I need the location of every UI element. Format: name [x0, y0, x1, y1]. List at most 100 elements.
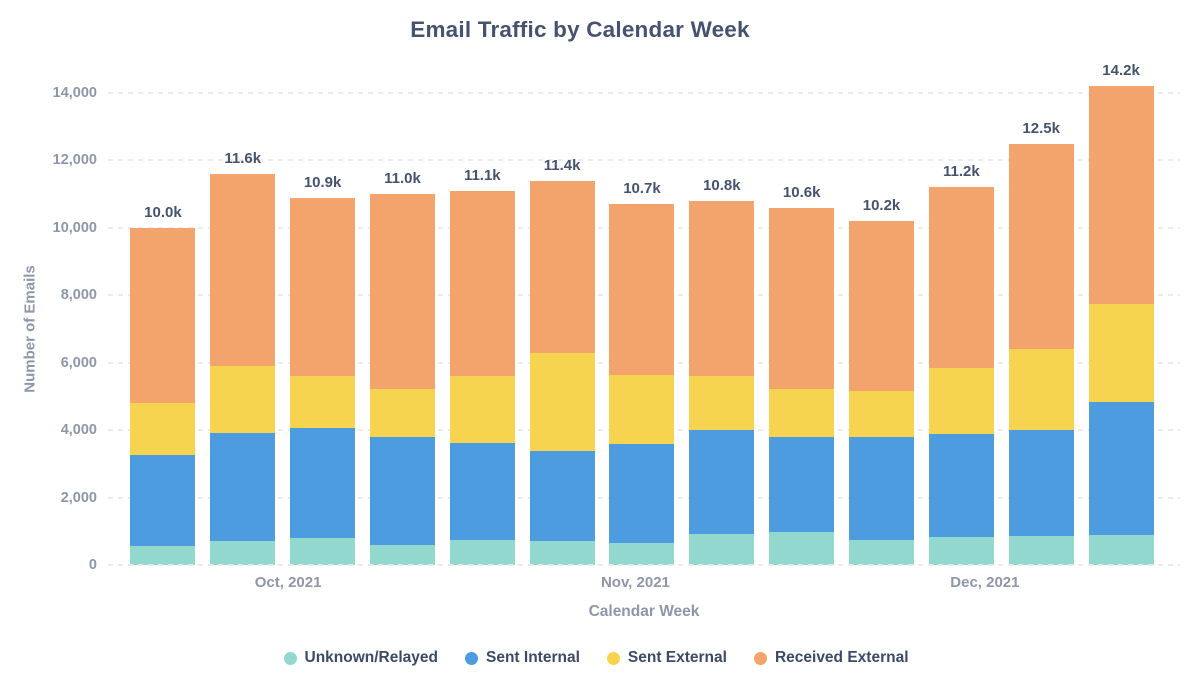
bar-segment-sent-external[interactable] [928, 367, 994, 435]
bar-segment-sent-internal[interactable] [609, 443, 675, 544]
bar-segment-sent-internal[interactable] [1008, 430, 1074, 536]
stacked-bar-10[interactable] [849, 221, 915, 565]
x-tick-label-dec-2021: Dec, 2021 [950, 574, 1020, 591]
stacked-bar-4[interactable] [369, 194, 435, 565]
bar-column-12: 12.5k [1001, 93, 1081, 565]
legend-item-unknown-relayed[interactable]: Unknown/Relayed [283, 649, 439, 667]
bar-segment-unknown-relayed[interactable] [849, 539, 915, 565]
bar-segment-unknown-relayed[interactable] [1008, 535, 1074, 565]
bar-total-label: 10.9k [303, 173, 342, 191]
y-tick-label-10000: 10,000 [52, 219, 97, 236]
bar-segment-unknown-relayed[interactable] [928, 537, 994, 565]
stacked-bar-2[interactable] [210, 173, 276, 565]
bar-segment-sent-external[interactable] [130, 403, 196, 456]
bar-segment-sent-external[interactable] [369, 388, 435, 437]
stacked-bar-3[interactable] [290, 197, 356, 565]
bar-segment-unknown-relayed[interactable] [449, 539, 515, 565]
bar-segment-sent-external[interactable] [529, 353, 595, 452]
legend-item-received-external[interactable]: Received External [753, 649, 909, 667]
bar-segment-sent-external[interactable] [849, 391, 915, 437]
bar-segment-sent-external[interactable] [210, 366, 276, 433]
bar-segment-sent-internal[interactable] [1088, 401, 1154, 535]
bar-segment-sent-internal[interactable] [449, 442, 515, 540]
bar-segment-sent-external[interactable] [290, 376, 356, 429]
bar-segment-received-external[interactable] [689, 200, 755, 377]
legend-swatch-icon [606, 651, 620, 665]
x-axis-title: Calendar Week [588, 603, 700, 620]
bar-segment-unknown-relayed[interactable] [210, 541, 276, 565]
bar-segment-sent-internal[interactable] [928, 434, 994, 538]
legend-label: Received External [774, 649, 909, 666]
bar-segment-sent-external[interactable] [449, 376, 515, 443]
legend-label: Unknown/Relayed [304, 649, 439, 666]
bar-segment-received-external[interactable] [529, 180, 595, 354]
bar-total-label: 10.8k [703, 176, 741, 194]
bar-segment-sent-internal[interactable] [769, 436, 835, 533]
bar-column-1: 10.0k [123, 93, 203, 565]
bar-segment-sent-internal[interactable] [689, 430, 755, 534]
bar-segment-unknown-relayed[interactable] [130, 545, 196, 565]
y-tick-label-2000: 2,000 [60, 489, 97, 506]
gridline-12000 [108, 159, 1180, 162]
bar-total-label: 11.2k [943, 163, 980, 181]
bar-column-3: 10.9k [283, 93, 363, 565]
bar-segment-received-external[interactable] [290, 197, 356, 377]
bar-segment-unknown-relayed[interactable] [290, 538, 356, 565]
bar-segment-received-external[interactable] [769, 207, 835, 389]
bar-segment-sent-internal[interactable] [130, 455, 196, 546]
bar-total-label: 14.2k [1102, 62, 1140, 80]
bar-segment-sent-external[interactable] [689, 376, 755, 430]
bar-segment-sent-external[interactable] [1088, 303, 1154, 402]
stacked-bar-5[interactable] [449, 190, 515, 565]
bar-segment-received-external[interactable] [369, 194, 435, 389]
chart-title: Email Traffic by Calendar Week [410, 17, 750, 42]
stacked-bar-7[interactable] [609, 204, 675, 565]
bar-segment-sent-internal[interactable] [210, 432, 276, 542]
bar-column-9: 10.6k [762, 93, 842, 565]
bar-segment-unknown-relayed[interactable] [689, 533, 755, 565]
legend: Unknown/Relayed Sent Internal Sent Externa… [0, 649, 1192, 667]
bar-segment-sent-external[interactable] [1008, 349, 1074, 431]
stacked-bar-6[interactable] [529, 180, 595, 565]
bar-column-8: 10.8k [682, 93, 762, 565]
bar-total-label: 11.0k [384, 170, 421, 188]
bar-total-label: 11.1k [463, 166, 501, 184]
bar-column-2: 11.6k [203, 93, 283, 565]
bar-segment-unknown-relayed[interactable] [369, 544, 435, 565]
x-tick-label-nov-2021: Nov, 2021 [600, 574, 670, 591]
bar-segment-sent-internal[interactable] [849, 436, 915, 540]
y-tick-label-8000: 8,000 [60, 287, 97, 304]
bar-segment-sent-internal[interactable] [529, 451, 595, 541]
x-axis-baseline [108, 564, 1180, 566]
bar-segment-received-external[interactable] [449, 190, 515, 377]
bar-segment-received-external[interactable] [1088, 86, 1154, 304]
bar-segment-received-external[interactable] [849, 221, 915, 392]
stacked-bar-12[interactable] [1008, 143, 1074, 565]
bar-segment-sent-external[interactable] [769, 388, 835, 437]
bar-segment-sent-internal[interactable] [369, 436, 435, 545]
legend-swatch-icon [465, 651, 478, 665]
bar-segment-received-external[interactable] [609, 204, 675, 376]
bar-segment-unknown-relayed[interactable] [529, 540, 595, 565]
bar-segment-sent-external[interactable] [609, 375, 675, 444]
stacked-bar-1[interactable] [130, 227, 196, 565]
bar-total-label: 10.6k [782, 183, 821, 201]
stacked-bar-8[interactable] [689, 200, 755, 565]
bar-total-label: 10.2k [862, 197, 901, 215]
y-axis-tick-labels: 0 2,000 4,000 6,000 8,000 10,000 12,000 14,000 [0, 0, 97, 690]
bar-segment-received-external[interactable] [928, 187, 994, 368]
bar-segment-received-external[interactable] [130, 227, 196, 404]
stacked-bar-13[interactable] [1088, 86, 1154, 565]
bars-container: 10.0k 11.6k 10.9k 11.0k 11.1k 11.4k 10.7k 10.8k… [123, 62, 1161, 565]
legend-item-sent-internal[interactable]: Sent Internal [465, 649, 580, 667]
bar-segment-unknown-relayed[interactable] [1088, 534, 1154, 565]
bar-segment-sent-internal[interactable] [290, 428, 356, 539]
bar-segment-unknown-relayed[interactable] [609, 543, 675, 565]
stacked-bar-9[interactable] [769, 207, 835, 565]
bar-segment-received-external[interactable] [210, 173, 276, 367]
bar-segment-received-external[interactable] [1008, 143, 1074, 350]
bar-segment-unknown-relayed[interactable] [769, 532, 835, 565]
legend-item-sent-external[interactable]: Sent External [606, 649, 727, 667]
stacked-bar-11[interactable] [928, 187, 994, 565]
